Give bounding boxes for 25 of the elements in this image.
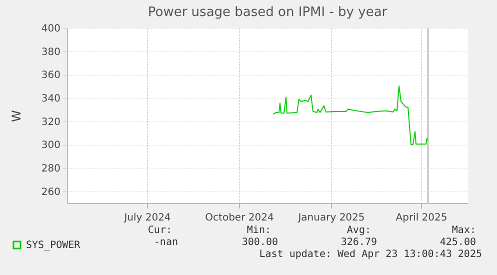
text: Max: [452, 225, 476, 236]
x-tick-label: January 2025 [297, 212, 365, 224]
y-tick-label: 300 [41, 140, 60, 152]
text: Avg: [346, 225, 371, 236]
text: 300.00 [242, 237, 278, 248]
x-tick-label: July 2024 [123, 212, 171, 224]
text: 326.79 [340, 237, 377, 248]
text: 425.00 [440, 237, 476, 248]
y-tick-label: 320 [41, 116, 60, 128]
x-tick-label: October 2024 [205, 212, 274, 224]
text: -nan [154, 237, 178, 248]
y-axis-title: W [9, 110, 24, 122]
text: Min: [246, 225, 271, 236]
y-tick-label: 260 [41, 186, 60, 198]
y-tick-label: 280 [41, 164, 60, 174]
chart-title: Power usage based on IPMI - by year [148, 5, 388, 20]
y-tick-label: 380 [41, 46, 60, 58]
legend-label: SYS_POWER [26, 240, 82, 251]
x-tick-label: April 2025 [396, 212, 448, 224]
text: Last update: Wed Apr 23 13:00:43 2025 [259, 249, 482, 260]
y-tick-label: 400 [41, 24, 60, 34]
y-tick-label: 360 [41, 70, 60, 82]
y-tick-label: 340 [41, 94, 60, 104]
text: Cur: [148, 225, 172, 236]
line-series [272, 85, 428, 146]
